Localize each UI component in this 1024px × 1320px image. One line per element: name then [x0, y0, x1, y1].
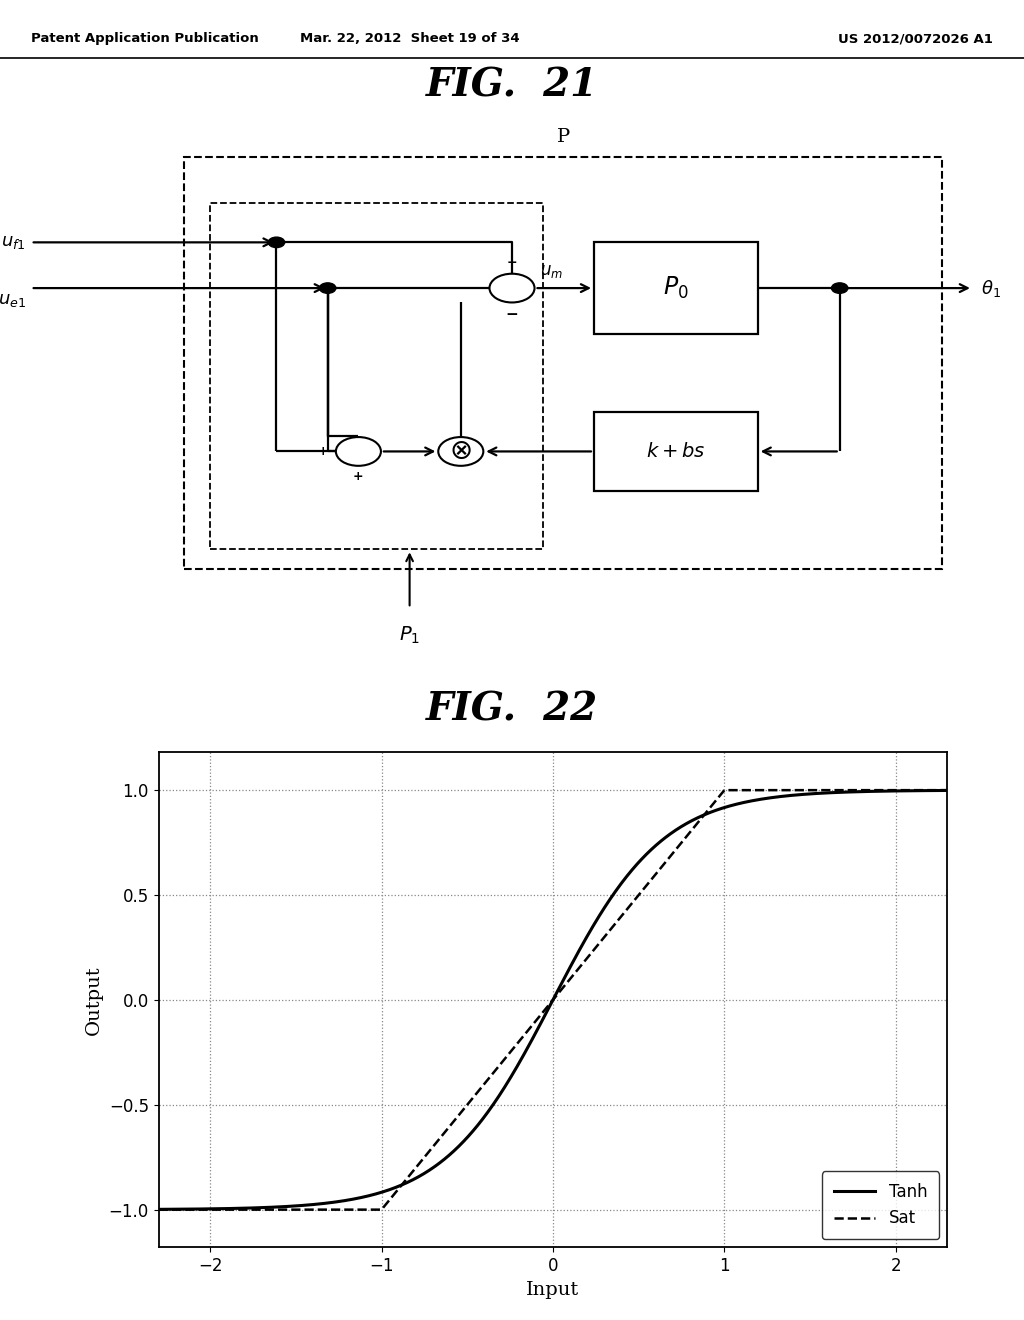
Bar — [594, 412, 758, 491]
Circle shape — [438, 437, 483, 466]
Tanh — [941, 783, 953, 799]
Tanh — [781, 788, 794, 804]
Text: $P_1$: $P_1$ — [399, 624, 420, 645]
Text: +: + — [507, 256, 517, 269]
Bar — [210, 203, 543, 549]
Line: Tanh: Tanh — [159, 791, 947, 1209]
Sat — [153, 1201, 165, 1217]
Text: US 2012/0072026 A1: US 2012/0072026 A1 — [839, 32, 993, 45]
Circle shape — [336, 437, 381, 466]
Text: FIG.  22: FIG. 22 — [426, 690, 598, 729]
Tanh — [500, 1077, 512, 1093]
Tanh — [694, 809, 707, 825]
Legend: Tanh, Sat: Tanh, Sat — [822, 1171, 939, 1239]
Sat — [500, 1049, 512, 1065]
Text: +: + — [318, 445, 329, 458]
Sat — [233, 1201, 246, 1217]
X-axis label: Input: Input — [526, 1280, 580, 1299]
Text: Mar. 22, 2012  Sheet 19 of 34: Mar. 22, 2012 Sheet 19 of 34 — [300, 32, 519, 45]
Tanh — [233, 1200, 246, 1216]
Text: +: + — [353, 470, 364, 483]
Circle shape — [268, 238, 285, 248]
Text: $k+bs$: $k+bs$ — [646, 442, 706, 461]
Y-axis label: Output: Output — [85, 965, 103, 1035]
Circle shape — [831, 282, 848, 293]
Sat — [471, 1084, 483, 1100]
Text: $u_m$: $u_m$ — [540, 263, 563, 280]
Sat — [768, 783, 780, 799]
Sat — [941, 783, 953, 799]
Text: Patent Application Publication: Patent Application Publication — [31, 32, 258, 45]
Text: $u_{e1}$: $u_{e1}$ — [0, 292, 26, 309]
Text: $\otimes$: $\otimes$ — [450, 437, 472, 466]
Text: FIG.  21: FIG. 21 — [426, 66, 598, 104]
Tanh — [767, 789, 779, 805]
Text: −: − — [506, 308, 518, 322]
Circle shape — [489, 273, 535, 302]
Tanh — [471, 1118, 483, 1134]
Bar — [184, 157, 942, 569]
Bar — [594, 243, 758, 334]
Text: $P_0$: $P_0$ — [663, 275, 689, 301]
Circle shape — [319, 282, 336, 293]
Sat — [719, 783, 731, 799]
Text: $u_{f1}$: $u_{f1}$ — [1, 234, 26, 251]
Text: $\theta_1$: $\theta_1$ — [981, 277, 1000, 298]
Tanh — [153, 1201, 165, 1217]
Sat — [782, 783, 795, 799]
Text: P: P — [557, 128, 569, 145]
Line: Sat: Sat — [159, 791, 947, 1209]
Sat — [694, 812, 707, 828]
